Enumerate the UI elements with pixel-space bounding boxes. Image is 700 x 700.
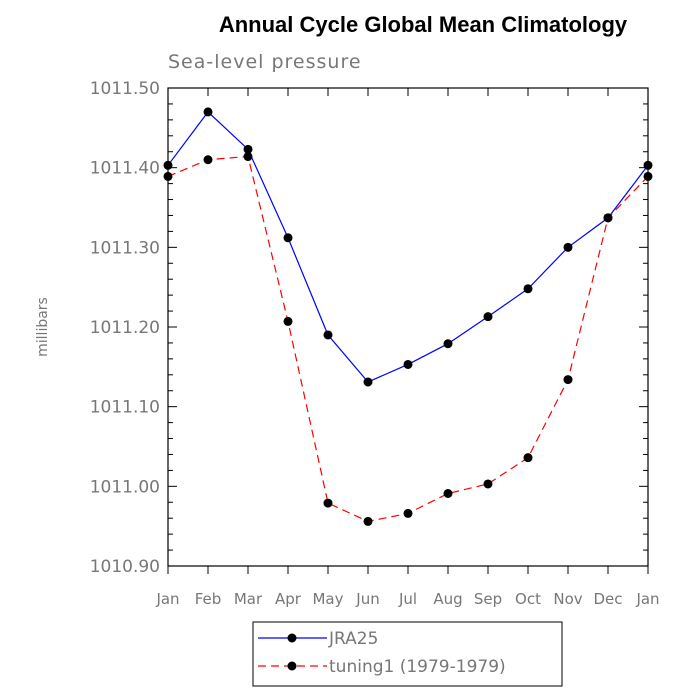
x-tick-label: Oct [515,590,541,608]
data-point-series-0 [163,160,173,170]
y-tick-label: 1011.00 [90,477,160,497]
y-axis-label: millibars [35,297,51,357]
series-line-0 [167,111,649,383]
data-point-series-1 [603,213,613,223]
series-layer [163,107,653,526]
y-tick-label: 1010.90 [90,557,160,577]
legend-box [252,621,563,687]
axis-ticks: 1010.90 1011.00 1011.10 1011.20 1011.30 1011.… [90,79,660,608]
x-tick-label: May [312,590,343,608]
legend: JRA25 tuning1 (1979-1979) [252,621,563,687]
data-point-series-0 [323,330,333,340]
data-point-series-1 [483,479,493,489]
data-point-series-0 [403,359,413,369]
data-point-series-0 [443,339,453,349]
data-point-series-1 [203,155,213,165]
x-tick-label: Jul [398,590,417,608]
y-tick-label: 1011.50 [90,79,160,99]
y-tick-label: 1011.40 [90,159,160,179]
data-point-series-1 [283,316,293,326]
data-point-series-0 [523,284,533,294]
x-tick-label: Mar [234,590,263,608]
data-point-series-1 [403,508,413,518]
data-point-series-1 [323,498,333,508]
data-point-series-1 [243,152,253,162]
x-tick-label: Feb [195,590,222,608]
legend-marker-jra25 [287,633,297,643]
data-point-series-1 [523,453,533,463]
x-tick-label: Nov [553,590,582,608]
legend-label-jra25: JRA25 [328,629,378,649]
data-point-series-1 [643,171,653,181]
y-tick-label: 1011.20 [90,318,160,338]
data-point-series-0 [563,242,573,252]
series-line-1 [167,155,649,523]
chart-subtitle: Sea-level pressure [168,51,362,73]
x-tick-label: Sep [474,590,502,608]
legend-marker-tuning1 [287,661,297,671]
data-point-series-0 [363,377,373,387]
data-point-series-0 [243,144,253,154]
x-tick-label: Apr [275,590,302,608]
x-tick-label: Jun [355,590,379,608]
data-point-series-0 [643,160,653,170]
y-tick-label: 1011.10 [90,398,160,418]
x-tick-label: Aug [433,590,462,608]
data-point-series-0 [203,107,213,117]
data-point-series-1 [443,489,453,499]
data-point-series-1 [563,375,573,385]
data-point-series-0 [483,312,493,322]
y-tick-label: 1011.30 [90,238,160,258]
legend-label-tuning1: tuning1 (1979-1979) [329,657,506,677]
chart-title: Annual Cycle Global Mean Climatology [219,12,628,37]
data-point-series-1 [363,516,373,526]
x-tick-label: Jan [155,590,179,608]
plot-frame [167,87,649,567]
data-point-series-0 [283,233,293,243]
data-point-series-1 [163,171,173,181]
x-tick-label: Dec [593,590,622,608]
x-tick-label: Jan [635,590,659,608]
